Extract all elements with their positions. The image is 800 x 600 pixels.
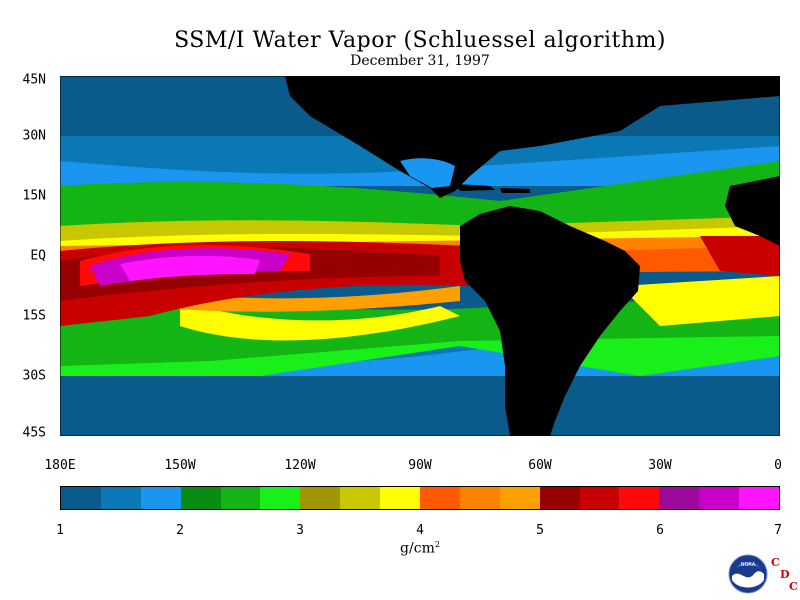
land-africa bbox=[725, 176, 780, 246]
colorbar-swatch-2 bbox=[140, 487, 181, 509]
colorbar-swatch-8 bbox=[380, 487, 421, 509]
water-vapor-map bbox=[60, 76, 780, 436]
colorbar bbox=[60, 486, 780, 510]
lon-label-90w: 90W bbox=[408, 458, 432, 473]
colorbar-swatch-11 bbox=[499, 487, 540, 509]
colorbar-swatch-9 bbox=[420, 487, 460, 509]
colorbar-swatch-17 bbox=[739, 487, 780, 509]
colorbar-swatch-15 bbox=[659, 487, 700, 509]
lon-label-120w: 120W bbox=[284, 458, 316, 473]
colorbar-swatch-14 bbox=[619, 487, 660, 509]
lon-label-0: 0 bbox=[774, 458, 782, 473]
colorbar-swatch-3 bbox=[180, 487, 221, 509]
lon-label-150w: 150W bbox=[164, 458, 196, 473]
lon-label-180e: 180E bbox=[44, 458, 76, 473]
map-date: December 31, 1997 bbox=[350, 53, 490, 69]
land-south-america bbox=[460, 206, 640, 436]
colorbar-swatch-0 bbox=[61, 487, 101, 509]
cdc-letter-c1: C bbox=[771, 556, 780, 569]
cdc-letter-d: D bbox=[780, 568, 790, 581]
colorbar-swatch-6 bbox=[300, 487, 341, 509]
lat-label-eq: EQ bbox=[30, 248, 46, 264]
lat-label-15s: 15S bbox=[22, 308, 46, 324]
colorbar-label-5: 5 bbox=[536, 523, 544, 538]
map-title: SSM/I Water Vapor (Schluessel algorithm) bbox=[174, 28, 666, 53]
colorbar-label-7: 7 bbox=[774, 523, 782, 538]
lat-label-30s: 30S bbox=[22, 368, 46, 384]
lon-label-30w: 30W bbox=[648, 458, 672, 473]
colorbar-swatch-5 bbox=[260, 487, 301, 509]
colorbar-label-2: 2 bbox=[176, 523, 184, 538]
cdc-letter-c2: C bbox=[789, 580, 798, 593]
colorbar-swatch-12 bbox=[539, 487, 580, 509]
noaa-logo-icon: NOAA bbox=[728, 554, 768, 594]
colorbar-swatch-13 bbox=[579, 487, 620, 509]
lon-label-60w: 60W bbox=[528, 458, 552, 473]
lat-label-15n: 15N bbox=[22, 188, 46, 204]
colorbar-units: g/cm2 bbox=[400, 540, 440, 557]
lat-label-45s: 45S bbox=[22, 425, 46, 441]
colorbar-label-4: 4 bbox=[416, 523, 424, 538]
colorbar-swatch-1 bbox=[100, 487, 141, 509]
colorbar-swatch-16 bbox=[699, 487, 740, 509]
colorbar-label-1: 1 bbox=[56, 523, 64, 538]
lat-label-30n: 30N bbox=[22, 128, 46, 144]
colorbar-swatch-10 bbox=[459, 487, 500, 509]
colorbar-label-6: 6 bbox=[656, 523, 664, 538]
colorbar-swatch-4 bbox=[220, 487, 261, 509]
colorbar-swatch-7 bbox=[340, 487, 381, 509]
colorbar-label-3: 3 bbox=[296, 523, 304, 538]
lat-label-45n: 45N bbox=[22, 72, 46, 88]
svg-text:NOAA: NOAA bbox=[741, 562, 756, 568]
